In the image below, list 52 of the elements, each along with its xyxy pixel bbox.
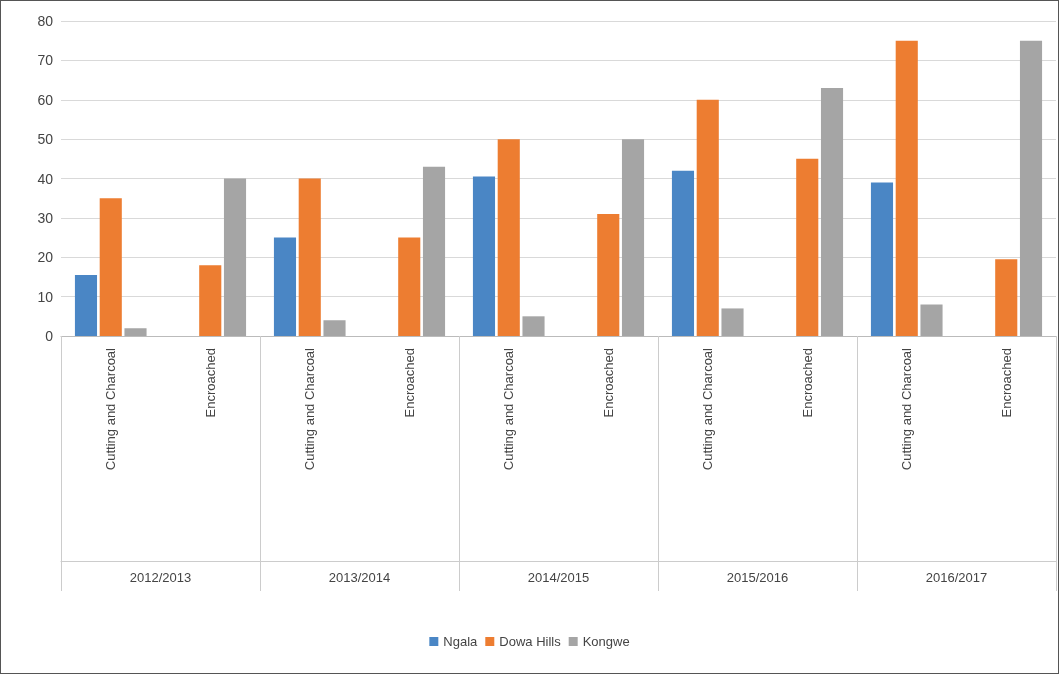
text: 2012/2013 bbox=[129, 570, 192, 585]
y-tick-label: 20 bbox=[37, 249, 54, 266]
bar bbox=[920, 304, 943, 336]
x-tick-label: Encroached bbox=[998, 348, 1014, 418]
x-tick-label: Cutting and Charcoal bbox=[302, 347, 318, 471]
bar bbox=[696, 99, 719, 336]
bar bbox=[298, 178, 321, 336]
bar bbox=[223, 178, 247, 336]
x-tick-label: Cutting and Charcoal bbox=[103, 347, 119, 471]
x-tick-label: Cutting and Charcoal bbox=[700, 347, 716, 471]
y-tick-label: 40 bbox=[37, 170, 54, 187]
bar bbox=[273, 237, 297, 336]
x-tick-label: Encroached bbox=[202, 348, 218, 418]
bar bbox=[422, 166, 446, 336]
text: 2014/2015 bbox=[527, 570, 590, 585]
x-tick-label: Encroached bbox=[401, 348, 417, 418]
text: 2013/2014 bbox=[328, 570, 391, 585]
bar bbox=[398, 237, 421, 336]
legend-label: Kongwe bbox=[582, 634, 630, 649]
bar bbox=[74, 274, 98, 336]
bar bbox=[621, 139, 645, 336]
y-tick-label: 60 bbox=[37, 91, 54, 108]
bar bbox=[995, 259, 1018, 336]
x-tick-label: Cutting and Charcoal bbox=[501, 347, 517, 471]
x-tick-label: Encroached bbox=[600, 348, 616, 418]
bar bbox=[820, 87, 844, 336]
bar bbox=[472, 176, 496, 336]
legend-label: Ngala bbox=[443, 634, 479, 649]
bar bbox=[796, 158, 819, 336]
bar bbox=[870, 182, 894, 336]
x-tick-label: Cutting and Charcoal bbox=[899, 347, 915, 471]
bar bbox=[721, 308, 744, 336]
x-tick-label: Encroached bbox=[799, 348, 815, 418]
y-tick-label: 0 bbox=[45, 328, 54, 344]
bar bbox=[124, 328, 147, 336]
bar bbox=[323, 320, 346, 336]
y-tick-label: 10 bbox=[37, 288, 54, 305]
y-tick-label: 50 bbox=[37, 131, 54, 148]
bar bbox=[199, 265, 222, 336]
bar bbox=[671, 170, 695, 336]
legend-label: Dowa Hills bbox=[499, 634, 562, 649]
bar bbox=[497, 139, 520, 336]
bar bbox=[895, 40, 918, 336]
y-tick-label: 30 bbox=[37, 209, 54, 226]
bar bbox=[597, 213, 620, 336]
bar bbox=[522, 316, 545, 336]
y-tick-label: 80 bbox=[37, 13, 54, 29]
bar bbox=[99, 198, 122, 336]
bar bbox=[1019, 40, 1043, 336]
text: 2015/2016 bbox=[726, 570, 789, 585]
y-tick-label: 70 bbox=[37, 52, 54, 69]
text: 2016/2017 bbox=[925, 570, 988, 585]
